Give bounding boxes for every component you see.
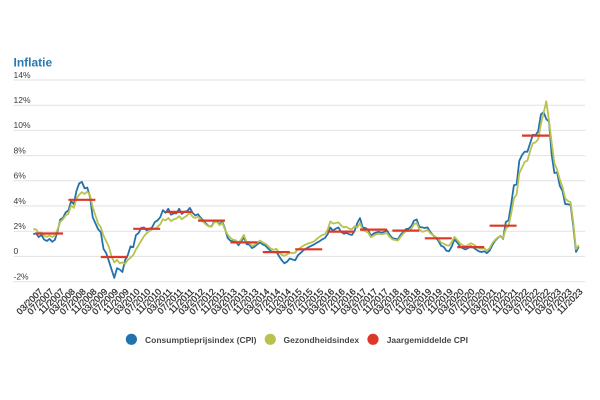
svg-text:2%: 2% xyxy=(14,221,27,231)
svg-text:0: 0 xyxy=(14,246,19,256)
svg-text:Inflatie: Inflatie xyxy=(14,56,53,70)
svg-text:Consumptieprijsindex (CPI): Consumptieprijsindex (CPI) xyxy=(145,335,257,345)
svg-text:-2%: -2% xyxy=(14,271,30,281)
svg-text:Jaargemiddelde CPI: Jaargemiddelde CPI xyxy=(387,335,468,345)
svg-text:6%: 6% xyxy=(14,171,27,181)
svg-text:12%: 12% xyxy=(14,95,31,105)
svg-text:Gezondheidsindex: Gezondheidsindex xyxy=(284,335,360,345)
svg-text:8%: 8% xyxy=(14,145,27,155)
svg-text:10%: 10% xyxy=(14,120,31,130)
svg-text:4%: 4% xyxy=(14,196,27,206)
svg-text:14%: 14% xyxy=(14,70,31,80)
